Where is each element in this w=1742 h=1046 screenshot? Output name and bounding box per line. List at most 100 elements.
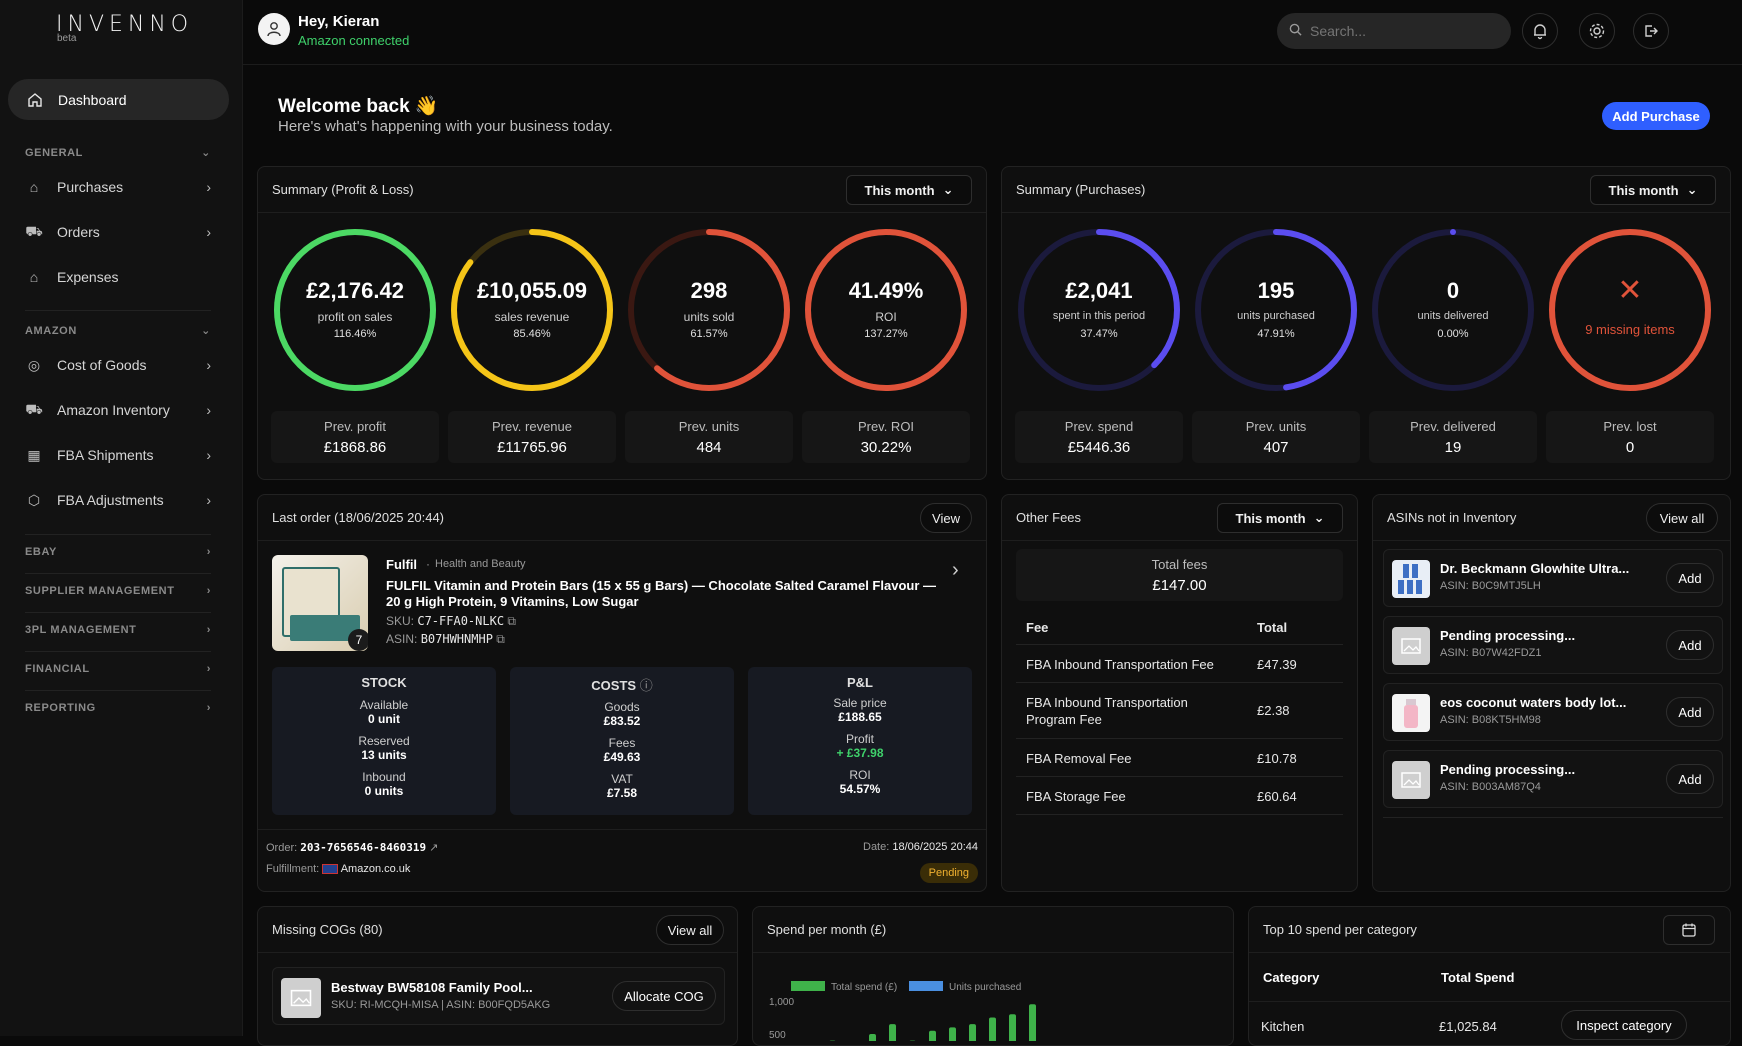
sidebar-item-dashboard[interactable]: Dashboard xyxy=(8,79,229,120)
home-icon xyxy=(26,91,44,109)
box-title: P&L xyxy=(748,675,972,690)
stat-label: Fees xyxy=(510,736,734,750)
section-amazon[interactable]: AMAZON⌄ xyxy=(25,324,211,337)
section-financial[interactable]: FINANCIAL› xyxy=(25,663,211,675)
stat-value: £83.52 xyxy=(510,714,734,728)
missing-cogs-card: Missing COGs (80) View all Bestway BW581… xyxy=(257,906,738,1046)
chevron-right-icon: › xyxy=(206,402,211,418)
section-ebay[interactable]: EBAY› xyxy=(25,546,211,558)
allocate-cog-button[interactable]: Allocate COG xyxy=(612,981,716,1011)
ring-value: 41.49% xyxy=(801,278,971,304)
fee-total: £47.39 xyxy=(1257,657,1297,672)
fee-total: £2.38 xyxy=(1257,703,1290,718)
date-value: 18/06/2025 20:44 xyxy=(892,841,978,853)
view-all-cogs-button[interactable]: View all xyxy=(656,915,724,945)
notifications-button[interactable] xyxy=(1522,13,1558,49)
info-icon[interactable]: ⓘ xyxy=(640,678,653,693)
previous-period-stat: Prev. profit£1868.86 xyxy=(271,411,439,463)
prev-value: 30.22% xyxy=(802,439,970,456)
chevron-right-icon[interactable]: › xyxy=(952,559,959,582)
copy-icon[interactable]: ⧉ xyxy=(507,614,516,628)
settings-button[interactable] xyxy=(1579,13,1615,49)
spend-bar[interactable] xyxy=(1029,1004,1036,1041)
spend-bar[interactable] xyxy=(969,1024,976,1041)
list-item[interactable]: Dr. Beckmann Glowhite Ultra... ASIN: B0C… xyxy=(1383,549,1723,607)
date-row: Date: 18/06/2025 20:44 xyxy=(863,841,978,853)
list-item[interactable]: Bestway BW58108 Family Pool... SKU: RI-M… xyxy=(272,967,725,1025)
section-supplier-management[interactable]: SUPPLIER MANAGEMENT› xyxy=(25,585,211,597)
prev-label: Prev. revenue xyxy=(448,419,616,434)
total-fees-value: £147.00 xyxy=(1016,577,1343,594)
product-name[interactable]: FULFIL Vitamin and Protein Bars (15 x 55… xyxy=(386,578,938,610)
spend-bar[interactable] xyxy=(889,1024,896,1041)
ring-percent: 137.27% xyxy=(801,328,971,340)
prev-value: 484 xyxy=(625,439,793,456)
list-item[interactable]: Pending processing... ASIN: B003AM87Q4 A… xyxy=(1383,750,1723,808)
search-input[interactable] xyxy=(1310,23,1490,39)
list-item[interactable]: eos coconut waters body lot... ASIN: B08… xyxy=(1383,683,1723,741)
order-id[interactable]: 203-7656546-8460319 xyxy=(300,841,426,854)
prev-label: Prev. units xyxy=(1192,419,1360,434)
add-asin-button[interactable]: Add xyxy=(1666,630,1714,660)
sidebar-item-label: Cost of Goods xyxy=(57,357,147,373)
prev-value: 0 xyxy=(1546,439,1714,456)
sidebar-item-orders[interactable]: ⛟Orders› xyxy=(25,223,211,241)
product-image[interactable]: 7 xyxy=(272,555,368,651)
sidebar-item-amazon-inventory[interactable]: ⛟Amazon Inventory› xyxy=(25,401,211,419)
table-row: FBA Inbound Transportation Fee £47.39 xyxy=(1016,645,1343,683)
copy-icon[interactable]: ⧉ xyxy=(496,632,505,646)
add-asin-button[interactable]: Add xyxy=(1666,764,1714,794)
search-icon xyxy=(1289,23,1302,39)
period-dropdown[interactable]: This month⌄ xyxy=(846,175,972,205)
divider xyxy=(1002,540,1357,541)
view-order-button[interactable]: View xyxy=(920,503,972,533)
sidebar-item-cost-of-goods[interactable]: ◎Cost of Goods› xyxy=(25,356,211,374)
list-item[interactable]: Pending processing... ASIN: B07W42FDZ1 A… xyxy=(1383,616,1723,674)
top-spend-category-card: Top 10 spend per category Category Total… xyxy=(1248,906,1731,1046)
ring-value: 195 xyxy=(1191,278,1361,304)
add-asin-button[interactable]: Add xyxy=(1666,697,1714,727)
stat-label: VAT xyxy=(510,772,734,786)
section-general[interactable]: GENERAL⌄ xyxy=(25,146,211,159)
ring-gauge xyxy=(1545,225,1715,395)
page-subtitle: Here's what's happening with your busine… xyxy=(278,118,613,135)
spend-bar[interactable] xyxy=(869,1034,876,1041)
section-label: 3PL MANAGEMENT xyxy=(25,624,136,636)
tag-icon: ⌂ xyxy=(25,268,43,286)
image-placeholder-icon xyxy=(281,978,321,1018)
period-dropdown[interactable]: This month⌄ xyxy=(1590,175,1716,205)
stat-value: £188.65 xyxy=(748,710,972,724)
gear-icon xyxy=(1588,22,1606,40)
divider xyxy=(25,310,211,311)
spend-bar[interactable] xyxy=(1009,1014,1016,1041)
brand-logo[interactable]: INVENNO xyxy=(56,12,193,37)
costs-box: COSTS ⓘ Goods £83.52 Fees £49.63 VAT £7.… xyxy=(510,667,734,815)
section-3pl-management[interactable]: 3PL MANAGEMENT› xyxy=(25,624,211,636)
sidebar-item-expenses[interactable]: ⌂Expenses xyxy=(25,268,211,286)
fulfillment-row: Fulfillment: Amazon.co.uk xyxy=(266,863,410,875)
sidebar-item-fba-shipments[interactable]: ▦FBA Shipments› xyxy=(25,446,211,464)
calendar-button[interactable] xyxy=(1663,915,1715,945)
add-asin-button[interactable]: Add xyxy=(1666,563,1714,593)
sku-label: SKU: xyxy=(386,614,414,628)
column-header: Fee xyxy=(1026,620,1048,635)
view-all-asins-button[interactable]: View all xyxy=(1646,503,1718,533)
ring-label: 9 missing items xyxy=(1545,322,1715,337)
ring-value: £10,055.09 xyxy=(447,278,617,304)
section-reporting[interactable]: REPORTING› xyxy=(25,702,211,714)
period-dropdown[interactable]: This month⌄ xyxy=(1217,503,1343,533)
add-purchase-button[interactable]: Add Purchase xyxy=(1602,102,1710,130)
avatar[interactable] xyxy=(258,13,290,45)
sidebar-item-fba-adjustments[interactable]: ⬡FBA Adjustments› xyxy=(25,491,211,509)
sidebar-item-label: FBA Adjustments xyxy=(57,492,164,508)
external-link-icon[interactable]: ↗ xyxy=(429,842,438,854)
spend-bar[interactable] xyxy=(949,1027,956,1041)
package-icon: ⬡ xyxy=(25,491,43,509)
sidebar-item-purchases[interactable]: ⌂Purchases› xyxy=(25,178,211,196)
logout-button[interactable] xyxy=(1633,13,1669,49)
spend-bar[interactable] xyxy=(989,1018,996,1042)
search-box[interactable] xyxy=(1277,13,1511,49)
last-order-card: Last order (18/06/2025 20:44) View 7 Ful… xyxy=(257,494,987,892)
